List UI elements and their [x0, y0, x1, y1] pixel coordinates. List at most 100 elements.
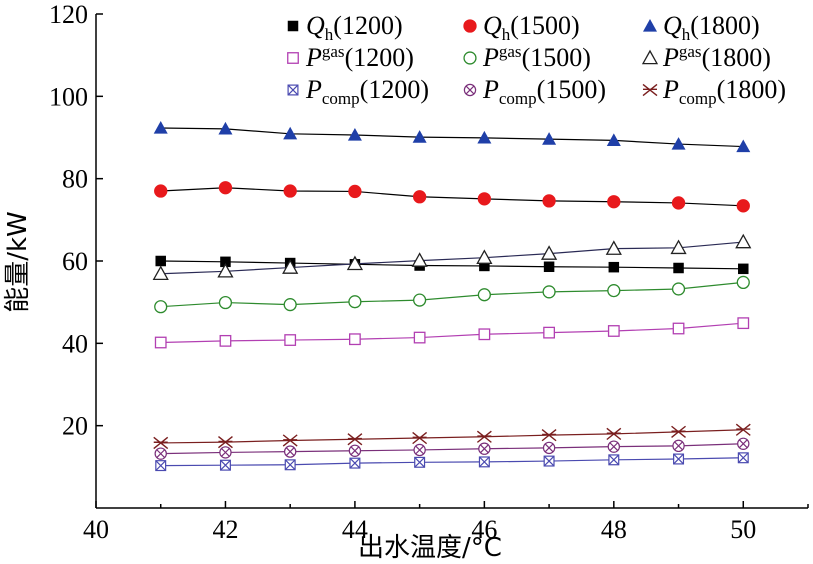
- marker-cross: [737, 452, 749, 464]
- data-point: [605, 240, 622, 255]
- legend-marker: [641, 49, 659, 65]
- marker-shape: [607, 284, 621, 298]
- data-point: [413, 443, 426, 457]
- legend-rpm: (1500): [510, 11, 579, 40]
- marker-shape: [347, 128, 362, 141]
- data-point: [413, 293, 427, 307]
- marker-shape: [346, 255, 364, 271]
- marker-shape: [641, 49, 659, 65]
- marker-shape: [154, 300, 168, 314]
- series-Pcomp(1500): [154, 437, 750, 460]
- marker-shape: [671, 282, 686, 296]
- data-point: [348, 184, 362, 199]
- legend-symbol: P: [305, 75, 322, 104]
- series-Pcomp(1200): [155, 452, 749, 472]
- legend-label: Pcomp(1200): [305, 75, 429, 108]
- data-point: [606, 427, 622, 441]
- data-point: [671, 425, 686, 438]
- legend-item: Qh(1200): [287, 11, 403, 44]
- legend-symbol: P: [482, 43, 499, 72]
- marker-shape: [348, 295, 362, 309]
- legend-subscript: h: [325, 25, 334, 44]
- marker-shape: [463, 19, 477, 33]
- x-axis-title: 出水温度/°C: [358, 533, 502, 563]
- marker-shape: [607, 195, 621, 209]
- y-tick-label: 20: [62, 412, 88, 441]
- marker-cross: [285, 447, 295, 456]
- data-point: [348, 444, 362, 457]
- legend-rpm: (1500): [522, 43, 591, 72]
- data-point: [412, 190, 427, 204]
- data-point: [737, 437, 750, 450]
- series-line: [160, 187, 744, 207]
- data-point: [608, 454, 620, 466]
- data-point: [735, 233, 752, 249]
- marker-shape: [605, 240, 622, 255]
- series-Pgas(1800): [152, 233, 752, 281]
- legend-item: Pcomp(1800): [642, 75, 786, 108]
- legend-subscript: gas: [679, 42, 702, 61]
- data-point: [284, 459, 296, 471]
- data-point: [154, 300, 168, 314]
- data-point: [220, 256, 231, 268]
- data-point: [671, 137, 686, 150]
- marker-cross: [220, 459, 231, 471]
- y-tick-label: 100: [49, 82, 88, 111]
- data-point: [540, 245, 558, 260]
- data-point: [284, 334, 297, 346]
- marker-shape: [608, 261, 620, 273]
- data-point: [414, 456, 426, 468]
- x-tick-label: 50: [730, 515, 756, 544]
- data-point: [218, 181, 233, 195]
- series-Pgas(1200): [154, 317, 750, 349]
- marker-shape: [413, 331, 426, 344]
- data-point: [155, 255, 166, 267]
- marker-shape: [411, 252, 428, 267]
- marker-shape: [287, 52, 299, 64]
- legend-subscript: gas: [499, 42, 522, 61]
- marker-shape: [477, 130, 492, 144]
- data-point: [542, 194, 556, 208]
- data-point: [347, 128, 362, 141]
- legend-subscript: gas: [322, 42, 345, 61]
- data-point: [283, 298, 297, 312]
- data-point: [478, 456, 490, 468]
- data-point: [219, 446, 232, 459]
- data-point: [541, 428, 557, 442]
- data-point: [218, 435, 233, 449]
- legend-rpm: (1800): [690, 11, 759, 40]
- data-point: [608, 261, 620, 273]
- marker-shape: [543, 261, 555, 273]
- marker-cross: [479, 456, 490, 468]
- marker-shape: [671, 196, 686, 210]
- marker-shape: [220, 256, 231, 268]
- marker-cross: [287, 84, 299, 96]
- legend-marker: [643, 19, 657, 32]
- series-Pcomp(1800): [153, 423, 751, 450]
- data-point: [736, 199, 750, 213]
- legend-item: Pgas(1500): [463, 42, 591, 72]
- legend-item: Pcomp(1500): [463, 75, 606, 108]
- x-tick-label: 42: [212, 515, 238, 544]
- marker-shape: [737, 317, 750, 330]
- y-tick-label: 120: [49, 0, 88, 29]
- data-point: [283, 445, 297, 458]
- marker-shape: [672, 322, 685, 335]
- data-point: [413, 331, 426, 344]
- legend-rpm: (1800): [702, 43, 771, 72]
- marker-cross: [221, 448, 230, 457]
- data-point: [737, 317, 750, 330]
- marker-shape: [347, 433, 363, 446]
- data-point: [218, 295, 233, 310]
- marker-shape: [476, 430, 492, 443]
- legend-rpm: (1800): [717, 75, 786, 104]
- marker-shape: [284, 334, 297, 346]
- data-point: [736, 275, 750, 290]
- data-point: [152, 265, 169, 281]
- legend-rpm: (1200): [345, 43, 414, 72]
- marker-shape: [152, 265, 169, 281]
- data-point: [412, 431, 428, 445]
- marker-shape: [283, 184, 297, 198]
- data-point: [673, 262, 684, 274]
- data-point: [478, 328, 491, 341]
